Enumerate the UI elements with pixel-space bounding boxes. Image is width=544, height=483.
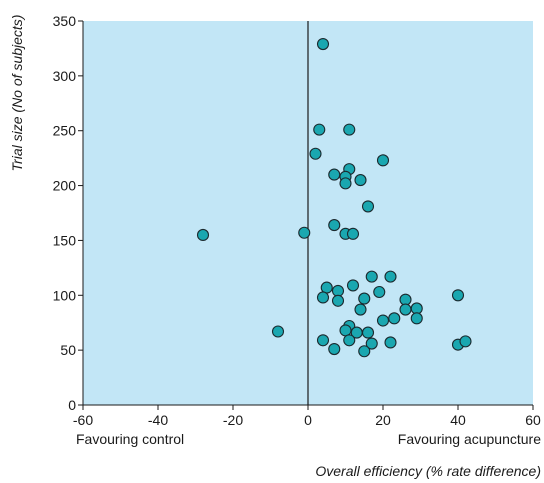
data-point (313, 123, 326, 136)
data-point (331, 294, 345, 307)
x-tick-label: -40 (148, 412, 168, 428)
data-point (358, 345, 371, 358)
y-tick-label: 350 (53, 13, 77, 29)
y-tick-label: 0 (68, 397, 76, 413)
x-tick-label: 0 (304, 412, 312, 428)
data-point (346, 279, 360, 292)
x-tick-label: 40 (450, 412, 466, 428)
x-axis-title: Overall efficiency (% rate difference) (315, 463, 541, 479)
data-point (365, 270, 378, 283)
data-point (365, 337, 378, 350)
data-point (388, 312, 401, 325)
data-point (316, 291, 330, 304)
data-point (376, 314, 390, 327)
y-tick-label: 150 (53, 232, 77, 248)
data-point (343, 334, 356, 347)
data-point (451, 289, 465, 302)
data-point (399, 303, 412, 316)
data-point (358, 292, 371, 305)
data-point (384, 336, 397, 349)
y-axis-title: Trial size (No of subjects) (9, 15, 25, 172)
data-point (316, 334, 330, 347)
x-tick-label: 20 (375, 412, 391, 428)
x-tick-label: -20 (223, 412, 243, 428)
data-point (298, 226, 311, 239)
y-tick-label: 200 (53, 178, 77, 194)
data-point (271, 325, 285, 338)
data-point (354, 303, 367, 316)
y-tick-label: 250 (53, 123, 77, 139)
data-point (339, 177, 352, 190)
data-point (373, 285, 386, 299)
x-tick-label: -60 (73, 412, 93, 428)
data-point (354, 174, 367, 187)
data-point (316, 37, 330, 51)
data-point (309, 147, 322, 160)
data-point (328, 342, 341, 356)
data-point (384, 270, 397, 283)
data-point (361, 200, 375, 213)
y-tick-label: 300 (53, 68, 77, 84)
data-point (328, 168, 341, 181)
favouring-acupuncture-label: Favouring acupuncture (398, 431, 541, 447)
data-point (343, 123, 356, 136)
y-axis-ticks: 0 50 100 150 200 250 300 350 (53, 13, 83, 413)
data-point (196, 228, 210, 241)
y-tick-label: 100 (53, 287, 77, 303)
data-point (459, 335, 472, 348)
x-axis-ticks: -60 -40 -20 0 20 40 60 (73, 405, 541, 428)
x-tick-label: 60 (525, 412, 541, 428)
y-tick-label: 50 (60, 342, 76, 358)
data-point (361, 326, 375, 339)
data-point (328, 219, 341, 232)
favouring-control-label: Favouring control (76, 431, 184, 447)
data-point (346, 227, 360, 240)
data-point (376, 154, 390, 167)
data-points (196, 37, 472, 358)
data-point (410, 312, 423, 325)
